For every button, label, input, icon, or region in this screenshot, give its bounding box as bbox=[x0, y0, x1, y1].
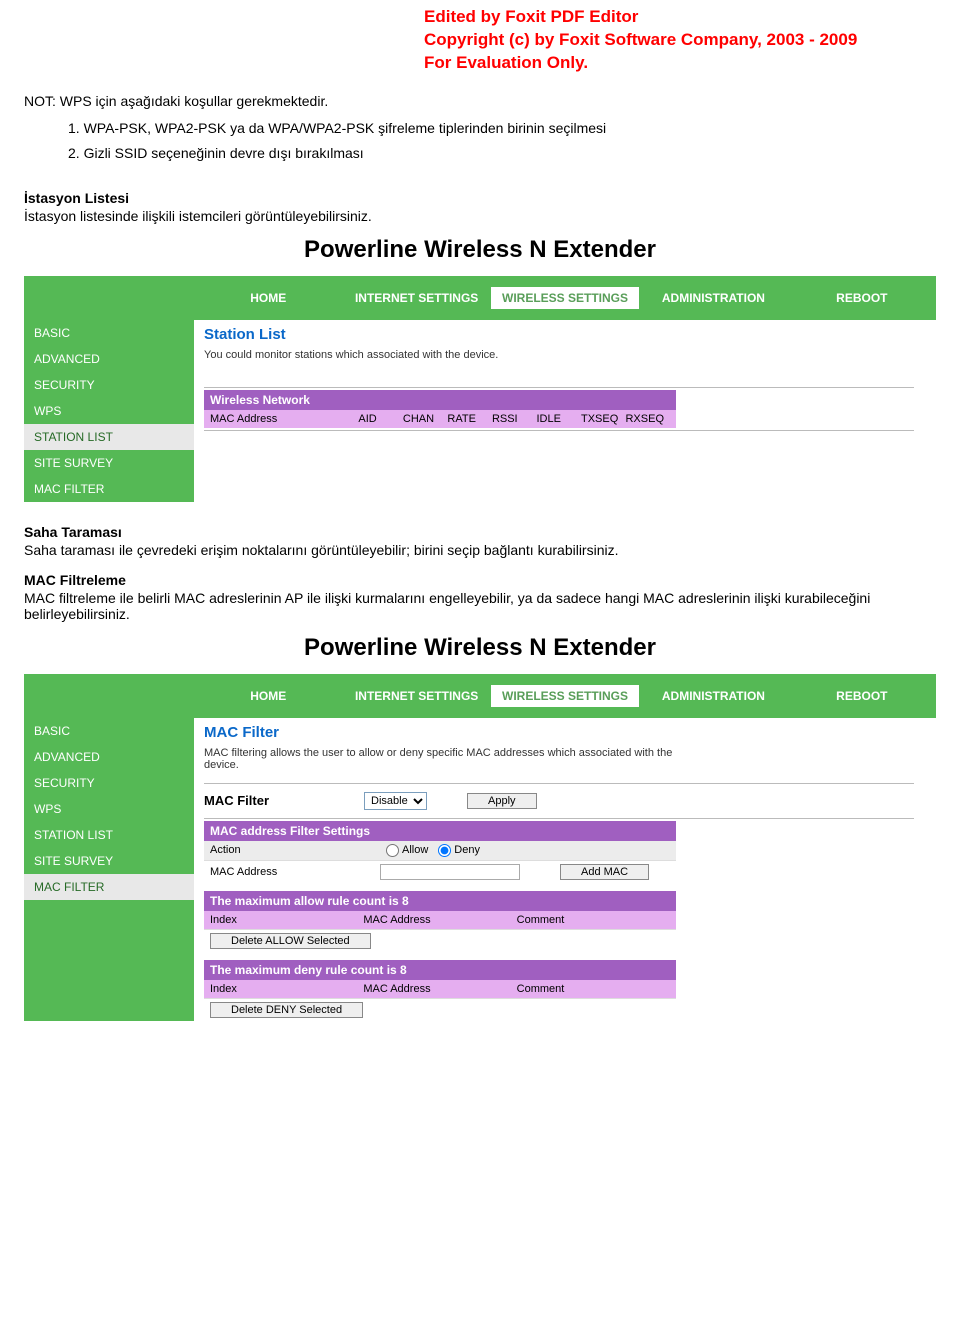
sidebar-item-security[interactable]: SECURITY bbox=[24, 372, 194, 398]
mac-address-label: MAC Address bbox=[210, 866, 380, 878]
mac-filter-control-row: MAC Filter Disable Apply bbox=[204, 786, 926, 816]
nav-admin[interactable]: ADMINISTRATION bbox=[639, 287, 787, 309]
watermark-line: For Evaluation Only. bbox=[424, 52, 936, 75]
navbar: HOME INTERNET SETTINGS WIRELESS SETTINGS… bbox=[24, 276, 936, 320]
product-title: Powerline Wireless N Extender bbox=[24, 236, 936, 264]
macf-desc: MAC filtreleme ile belirli MAC adresleri… bbox=[24, 590, 936, 622]
nav-home[interactable]: HOME bbox=[194, 287, 342, 309]
istasyon-desc: İstasyon listesinde ilişkili istemcileri… bbox=[24, 208, 936, 224]
deny-rule-header: The maximum deny rule count is 8 bbox=[204, 960, 676, 980]
panel-desc: You could monitor stations which associa… bbox=[204, 347, 926, 371]
sidebar-item-advanced[interactable]: ADVANCED bbox=[24, 346, 194, 372]
mac-filter-label: MAC Filter bbox=[204, 793, 364, 808]
ui-mac-filter: HOME INTERNET SETTINGS WIRELESS SETTINGS… bbox=[24, 674, 936, 1021]
allow-table-header: Index MAC Address Comment bbox=[204, 911, 676, 929]
sidebar-item-mac-filter[interactable]: MAC FILTER bbox=[24, 476, 194, 502]
delete-allow-button[interactable]: Delete ALLOW Selected bbox=[210, 933, 371, 949]
sidebar-item-mac-filter[interactable]: MAC FILTER bbox=[24, 874, 194, 900]
saha-heading: Saha Taraması bbox=[24, 524, 936, 540]
allow-action-row: Delete ALLOW Selected bbox=[204, 929, 676, 952]
col-mac: MAC Address bbox=[363, 983, 516, 995]
sidebar-item-advanced[interactable]: ADVANCED bbox=[24, 744, 194, 770]
nav-wireless[interactable]: WIRELESS SETTINGS bbox=[491, 287, 639, 309]
sidebar-item-site-survey[interactable]: SITE SURVEY bbox=[24, 848, 194, 874]
allow-radio[interactable] bbox=[386, 844, 399, 857]
panel-title: MAC Filter bbox=[204, 718, 926, 745]
col-rate: RATE bbox=[447, 413, 492, 425]
col-comment: Comment bbox=[517, 983, 670, 995]
allow-label: Allow bbox=[402, 844, 428, 856]
sidebar: BASIC ADVANCED SECURITY WPS STATION LIST… bbox=[24, 320, 194, 502]
nav-reboot[interactable]: REBOOT bbox=[788, 685, 936, 707]
foxit-watermark: Edited by Foxit PDF Editor Copyright (c)… bbox=[424, 6, 936, 75]
note-item: 2. Gizli SSID seçeneğinin devre dışı bır… bbox=[68, 143, 936, 164]
divider bbox=[204, 387, 914, 388]
sidebar-item-site-survey[interactable]: SITE SURVEY bbox=[24, 450, 194, 476]
mac-filter-select[interactable]: Disable bbox=[364, 792, 427, 810]
watermark-line: Copyright (c) by Foxit Software Company,… bbox=[424, 29, 936, 52]
sidebar: BASIC ADVANCED SECURITY WPS STATION LIST… bbox=[24, 718, 194, 1021]
sidebar-item-station-list[interactable]: STATION LIST bbox=[24, 822, 194, 848]
mac-address-input[interactable] bbox=[380, 864, 520, 880]
add-mac-button[interactable]: Add MAC bbox=[560, 864, 649, 880]
sidebar-item-station-list[interactable]: STATION LIST bbox=[24, 424, 194, 450]
mac-settings-header: MAC address Filter Settings bbox=[204, 821, 676, 841]
allow-rule-header: The maximum allow rule count is 8 bbox=[204, 891, 676, 911]
ui-station-list: HOME INTERNET SETTINGS WIRELESS SETTINGS… bbox=[24, 276, 936, 502]
deny-radio[interactable] bbox=[438, 844, 451, 857]
col-txseq: TXSEQ bbox=[581, 413, 626, 425]
nav-home[interactable]: HOME bbox=[194, 685, 342, 707]
nav-admin[interactable]: ADMINISTRATION bbox=[639, 685, 787, 707]
nav-spacer bbox=[24, 276, 194, 320]
apply-button[interactable]: Apply bbox=[467, 793, 537, 809]
sidebar-item-security[interactable]: SECURITY bbox=[24, 770, 194, 796]
table-header-row: MAC Address AID CHAN RATE RSSI IDLE TXSE… bbox=[204, 410, 676, 428]
navbar: HOME INTERNET SETTINGS WIRELESS SETTINGS… bbox=[24, 674, 936, 718]
wireless-network-header: Wireless Network bbox=[204, 390, 676, 410]
action-row: Action Allow Deny bbox=[204, 841, 676, 860]
nav-reboot[interactable]: REBOOT bbox=[788, 287, 936, 309]
deny-label: Deny bbox=[454, 844, 480, 856]
nav-wireless[interactable]: WIRELESS SETTINGS bbox=[491, 685, 639, 707]
divider bbox=[204, 783, 914, 784]
col-mac: MAC Address bbox=[210, 413, 358, 425]
sidebar-item-basic[interactable]: BASIC bbox=[24, 320, 194, 346]
action-label: Action bbox=[210, 844, 380, 856]
sidebar-item-wps[interactable]: WPS bbox=[24, 398, 194, 424]
macf-heading: MAC Filtreleme bbox=[24, 572, 936, 588]
col-rssi: RSSI bbox=[492, 413, 537, 425]
nav-internet[interactable]: INTERNET SETTINGS bbox=[342, 685, 490, 707]
sidebar-item-basic[interactable]: BASIC bbox=[24, 718, 194, 744]
panel-title: Station List bbox=[204, 320, 926, 347]
col-comment: Comment bbox=[517, 914, 670, 926]
col-rxseq: RXSEQ bbox=[625, 413, 670, 425]
mac-address-row: MAC Address Add MAC bbox=[204, 860, 676, 883]
watermark-line: Edited by Foxit PDF Editor bbox=[424, 6, 936, 29]
col-chan: CHAN bbox=[403, 413, 448, 425]
col-index: Index bbox=[210, 914, 363, 926]
divider bbox=[204, 818, 914, 819]
sidebar-item-wps[interactable]: WPS bbox=[24, 796, 194, 822]
product-title: Powerline Wireless N Extender bbox=[24, 634, 936, 662]
deny-table-header: Index MAC Address Comment bbox=[204, 980, 676, 998]
istasyon-heading: İstasyon Listesi bbox=[24, 190, 936, 206]
saha-desc: Saha taraması ile çevredeki erişim nokta… bbox=[24, 542, 936, 558]
col-idle: IDLE bbox=[536, 413, 581, 425]
panel-desc: MAC filtering allows the user to allow o… bbox=[204, 745, 704, 781]
nav-internet[interactable]: INTERNET SETTINGS bbox=[342, 287, 490, 309]
note-item: 1. WPA-PSK, WPA2-PSK ya da WPA/WPA2-PSK … bbox=[68, 118, 936, 139]
note-heading: NOT: WPS için aşağıdaki koşullar gerekme… bbox=[24, 91, 936, 112]
delete-deny-button[interactable]: Delete DENY Selected bbox=[210, 1002, 363, 1018]
nav-spacer bbox=[24, 674, 194, 718]
divider bbox=[204, 430, 914, 431]
col-aid: AID bbox=[358, 413, 403, 425]
deny-action-row: Delete DENY Selected bbox=[204, 998, 676, 1021]
col-index: Index bbox=[210, 983, 363, 995]
col-mac: MAC Address bbox=[363, 914, 516, 926]
